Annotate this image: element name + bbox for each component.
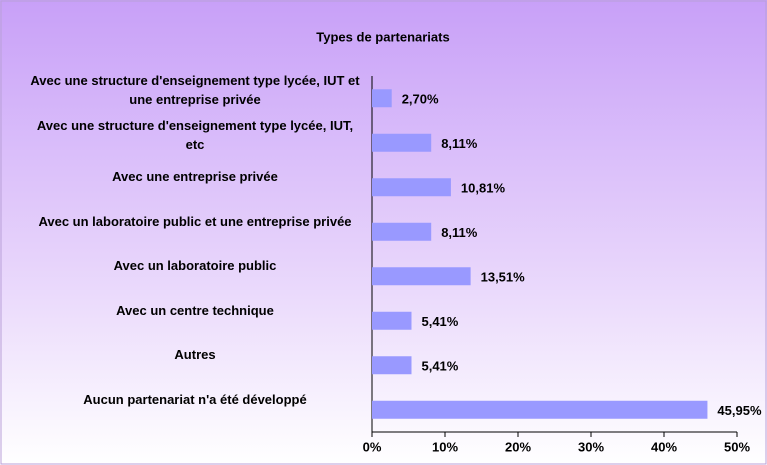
x-tick-label: 20% — [505, 439, 531, 454]
value-label: 13,51% — [481, 270, 526, 285]
x-tick-label: 10% — [432, 439, 458, 454]
chart-title: Types de partenariats — [316, 29, 449, 44]
x-tick-label: 40% — [651, 439, 677, 454]
category-label: Avec une structure d'enseignement type l… — [30, 73, 360, 108]
x-tick-label: 50% — [724, 439, 750, 454]
bar — [372, 89, 392, 108]
category-label: Aucun partenariat n'a été développé — [83, 391, 307, 407]
value-label: 45,95% — [717, 403, 762, 418]
value-label: 5,41% — [421, 359, 458, 374]
bar — [372, 222, 432, 241]
bar — [372, 178, 451, 197]
bar — [372, 133, 432, 152]
x-tick-label: 30% — [578, 439, 604, 454]
value-label: 8,11% — [441, 136, 478, 151]
value-label: 10,81% — [461, 181, 506, 196]
bar — [372, 311, 412, 330]
value-label: 2,70% — [402, 92, 439, 107]
x-tick-label: 0% — [363, 439, 382, 454]
category-label: Avec un laboratoire public et une entrep… — [38, 213, 352, 229]
bar — [372, 400, 708, 419]
category-label: Avec un centre technique — [116, 302, 274, 318]
value-label: 5,41% — [421, 314, 458, 329]
category-label: Avec un laboratoire public — [113, 258, 277, 274]
category-label: Avec une structure d'enseignement type l… — [36, 117, 354, 152]
category-label: Autres — [174, 347, 216, 363]
value-label: 8,11% — [441, 225, 478, 240]
bar — [372, 267, 471, 286]
bar — [372, 356, 412, 375]
category-label: Avec une entreprise privée — [112, 169, 278, 185]
